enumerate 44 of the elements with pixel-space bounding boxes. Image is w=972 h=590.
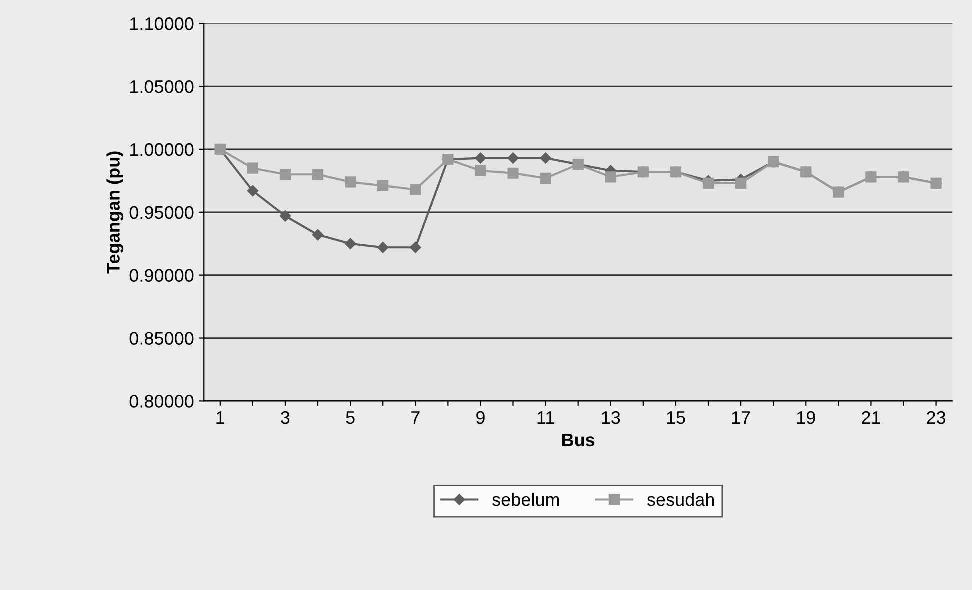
y-tick-label: 1.05000 — [130, 80, 194, 94]
y-tick-label: 1.00000 — [130, 143, 194, 156]
y-tick-label: 0.85000 — [130, 332, 194, 345]
point — [377, 242, 389, 254]
point — [280, 210, 292, 222]
legend-label: sesudah — [647, 492, 714, 506]
point — [605, 172, 616, 183]
x-tick-label: 3 — [281, 411, 290, 424]
point — [247, 162, 258, 174]
y-tick-label: 0.80000 — [130, 395, 194, 408]
point — [344, 238, 356, 250]
x-tick-label: 23 — [927, 411, 946, 424]
x-tick-label: 5 — [346, 412, 355, 424]
point — [475, 165, 486, 176]
x-tick-label: 19 — [797, 411, 816, 424]
x-tick-label: 11 — [538, 412, 554, 424]
point — [540, 152, 552, 164]
x-axis-title: Bus — [562, 434, 595, 447]
point — [540, 172, 552, 184]
point — [280, 169, 292, 180]
point — [508, 168, 519, 179]
y-tick-label: 0.90000 — [130, 269, 194, 282]
x-tick-label: 9 — [476, 411, 485, 424]
legend-label: sebelum — [492, 492, 560, 506]
point — [312, 169, 324, 180]
y-tick-label: 1.10000 — [130, 18, 194, 30]
x-tick-label: 15 — [667, 412, 686, 424]
y-tick-label: 0.95000 — [130, 206, 194, 220]
x-tick-label: 21 — [862, 411, 880, 424]
x-tick-label: 13 — [602, 411, 620, 424]
x-tick-label: 7 — [412, 412, 420, 424]
point — [508, 152, 519, 164]
point — [735, 178, 747, 190]
point — [345, 176, 356, 188]
point — [247, 185, 259, 197]
point — [410, 184, 422, 196]
point — [475, 152, 486, 164]
point — [410, 242, 422, 254]
y-axis-title: Tegangan (pu) — [106, 152, 124, 274]
point — [378, 180, 389, 192]
x-tick-label: 1 — [216, 412, 225, 424]
x-tick-label: 17 — [732, 412, 750, 424]
point — [702, 178, 714, 190]
point — [312, 229, 324, 241]
